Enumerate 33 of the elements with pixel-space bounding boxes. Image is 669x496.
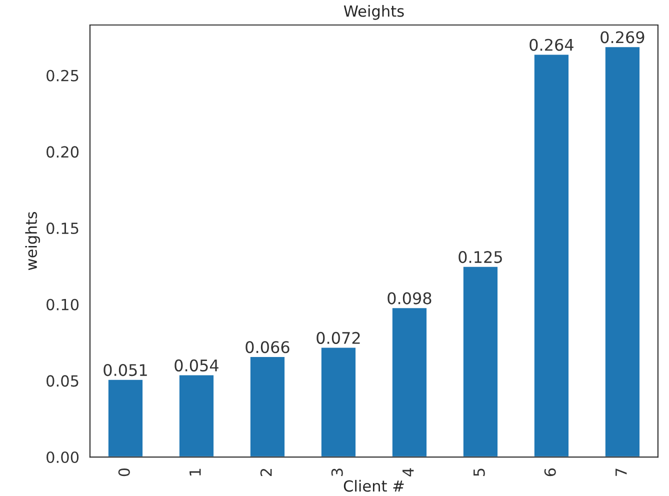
bar <box>107 378 144 458</box>
bar <box>533 53 570 458</box>
x-tick-label: 4 <box>402 468 414 476</box>
bar <box>178 374 215 458</box>
x-tick-label: 6 <box>544 468 556 476</box>
y-tick-label: 0.05 <box>46 375 78 387</box>
bar <box>249 356 286 458</box>
x-tick-label: 2 <box>260 468 272 476</box>
data-label: 0.051 <box>104 364 147 376</box>
bar <box>391 306 428 458</box>
data-label: 0.072 <box>316 332 360 344</box>
bar <box>604 46 641 458</box>
x-tick-label: 7 <box>616 468 627 476</box>
y-tick-label: 0.00 <box>46 451 79 464</box>
data-label: 0.269 <box>600 31 644 44</box>
data-label: 0.125 <box>458 251 502 264</box>
x-tick-label: 5 <box>474 468 485 476</box>
x-tick-label: 1 <box>190 468 201 476</box>
y-tick-label: 0.25 <box>46 70 78 82</box>
y-tick-label: 0.10 <box>46 298 79 310</box>
x-tick-label: 0 <box>118 468 130 476</box>
chart-title: Weights <box>344 5 404 20</box>
data-label: 0.054 <box>174 359 218 372</box>
x-tick-label: 3 <box>331 468 343 476</box>
data-label: 0.264 <box>530 38 574 51</box>
y-axis-title: weights <box>25 212 40 270</box>
x-axis-title: Client # <box>344 480 404 492</box>
data-label: 0.098 <box>388 292 432 304</box>
y-tick-label: 0.15 <box>46 222 78 234</box>
bar <box>462 266 499 458</box>
y-tick-label: 0.20 <box>46 146 79 158</box>
bar <box>320 346 357 458</box>
data-label: 0.066 <box>246 341 290 354</box>
